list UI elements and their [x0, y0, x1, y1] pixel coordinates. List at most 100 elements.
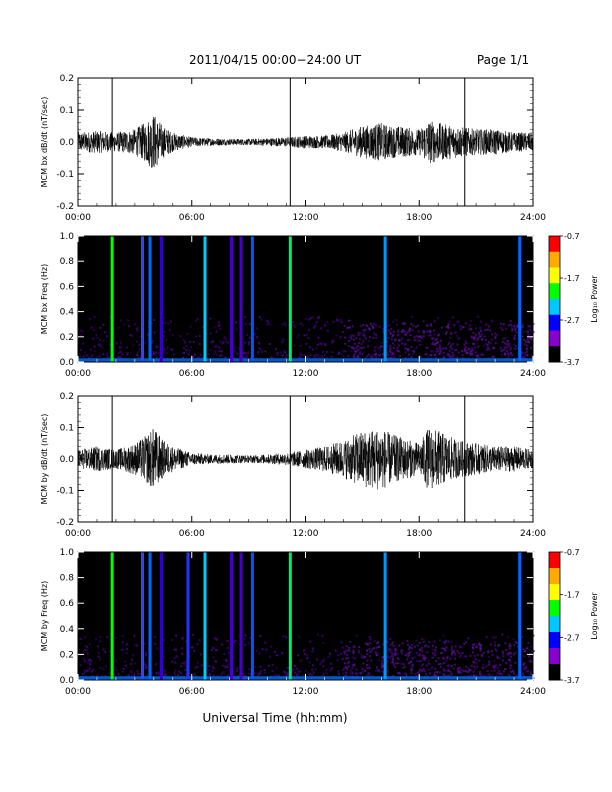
spectrogram-pixel	[427, 645, 430, 648]
spectrogram-pixel	[408, 338, 411, 341]
spectrogram-pixel	[488, 341, 491, 344]
colorbar-label: Log₁₀ Power	[590, 592, 599, 640]
spectrogram-pixel	[92, 329, 95, 331]
spectrogram-pixel	[491, 673, 494, 676]
spectrogram-pixel	[330, 355, 333, 358]
spectrogram-pixel	[90, 670, 93, 673]
spectrogram-pixel	[457, 351, 460, 354]
spectrogram-pixel	[432, 648, 435, 651]
spectrogram-pixel	[473, 661, 476, 664]
spectrogram-pixel	[489, 329, 492, 332]
spectrogram-pixel	[458, 671, 461, 674]
spectrogram-pixel	[104, 651, 107, 654]
spectrogram-pixel	[339, 336, 342, 339]
spectrogram-pixel	[277, 674, 280, 677]
spectrogram-pixel	[405, 333, 408, 336]
spectrogram-pixel	[511, 327, 514, 330]
spectrogram-pixel	[435, 675, 438, 677]
colorbar-frame	[548, 551, 561, 681]
spectrogram-pixel	[331, 667, 334, 670]
spectrogram-pixel	[380, 345, 383, 348]
spectrogram-pixel	[375, 324, 377, 327]
spectrogram-pixel	[164, 321, 167, 324]
spectrogram-pixel	[499, 326, 502, 329]
spectrogram-pixel	[183, 351, 186, 354]
spectrogram-pixel	[387, 324, 390, 327]
spectrogram-pixel	[379, 346, 382, 348]
spectrogram-pixel	[323, 658, 326, 661]
spectrogram-pixel	[348, 319, 351, 322]
spectrogram-pixel	[349, 335, 352, 338]
spectrogram-pixel	[247, 351, 250, 354]
spectrogram-pixel	[106, 636, 109, 638]
spectrogram-pixel	[320, 327, 323, 330]
spectrogram-pixel	[393, 653, 396, 656]
spectrogram-pixel	[472, 342, 474, 345]
spectrogram-pixel	[433, 353, 436, 356]
spectrogram-pixel	[197, 356, 199, 359]
spectrogram-pixel	[369, 651, 372, 654]
spectrogram-pixel	[410, 669, 413, 672]
spectrogram-pixel	[163, 331, 166, 333]
spectrogram-pixel	[473, 675, 476, 677]
spectrogram-pixel	[496, 657, 499, 660]
spectrogram-pixel	[303, 653, 306, 655]
spectrogram-pixel	[528, 329, 531, 332]
spectrogram-pixel	[166, 346, 169, 349]
page-number: Page 1/1	[477, 53, 529, 67]
spectrogram-pixel	[233, 357, 236, 360]
spectrogram-pixel	[330, 662, 332, 665]
spectrogram-pixel	[431, 666, 434, 669]
spectrogram-pixel	[377, 641, 379, 644]
spectrogram-pixel	[216, 344, 219, 347]
spectrogram-pixel	[367, 345, 369, 348]
spectrogram-pixel	[444, 347, 447, 349]
spectrogram-pixel	[314, 324, 317, 327]
spectrogram-pixel	[442, 668, 445, 671]
spectrogram-pixel	[347, 354, 350, 357]
spectrogram-pixel	[452, 649, 455, 652]
spectrogram-pixel	[387, 353, 390, 356]
spectrogram-pixel	[426, 347, 429, 349]
spectrogram-pixel	[191, 634, 194, 636]
spectrogram-pixel	[432, 341, 435, 344]
spectrogram-pixel	[431, 343, 434, 345]
spectrogram-pixel	[134, 643, 137, 646]
spectrogram-pixel	[494, 648, 497, 651]
spectrogram-pixel	[505, 662, 508, 665]
spectrogram-pixel	[371, 325, 374, 328]
spectrogram-pixel	[86, 354, 89, 357]
spectrogram-pixel	[388, 656, 391, 659]
spectrogram-pixel	[274, 650, 276, 653]
spectrogram-pixel	[494, 636, 497, 639]
spectrogram-pixel	[99, 636, 102, 639]
spectrogram-pixel	[349, 669, 352, 672]
spectrogram-pixel	[185, 673, 188, 676]
y-tick-label: 0.8	[60, 574, 75, 584]
spectrogram-pixel	[308, 661, 311, 664]
spectrogram-pixel	[389, 345, 392, 348]
spectrogram-pixel	[174, 669, 177, 672]
spectrogram-pixel	[216, 649, 218, 651]
spectrogram-pixel	[212, 674, 215, 677]
spectrogram-pixel	[469, 669, 472, 672]
spectrogram-pixel	[466, 351, 469, 354]
spectrogram-pixel	[94, 350, 97, 353]
spectrogram-pixel	[377, 652, 379, 655]
spectrogram-pixel	[435, 347, 438, 350]
spectrogram-pixel	[353, 347, 356, 350]
spectrogram-pixel	[259, 635, 262, 637]
spectrogram-pixel	[95, 356, 98, 359]
spectrogram-pixel	[322, 351, 325, 354]
spectrogram-pixel	[362, 333, 365, 336]
spectrogram-pixel	[457, 337, 460, 340]
spectrogram-pixel	[370, 659, 373, 662]
spectrogram-pixel	[439, 347, 442, 350]
spectrogram-pixel	[311, 650, 314, 653]
spectrogram-pixel	[323, 353, 326, 356]
spectrogram-pixel	[394, 652, 397, 655]
spectrogram-pixel	[451, 316, 454, 319]
spectrogram-pixel	[457, 320, 460, 323]
spectrogram-pixel	[126, 319, 129, 322]
spectrogram-pixel	[414, 347, 417, 350]
